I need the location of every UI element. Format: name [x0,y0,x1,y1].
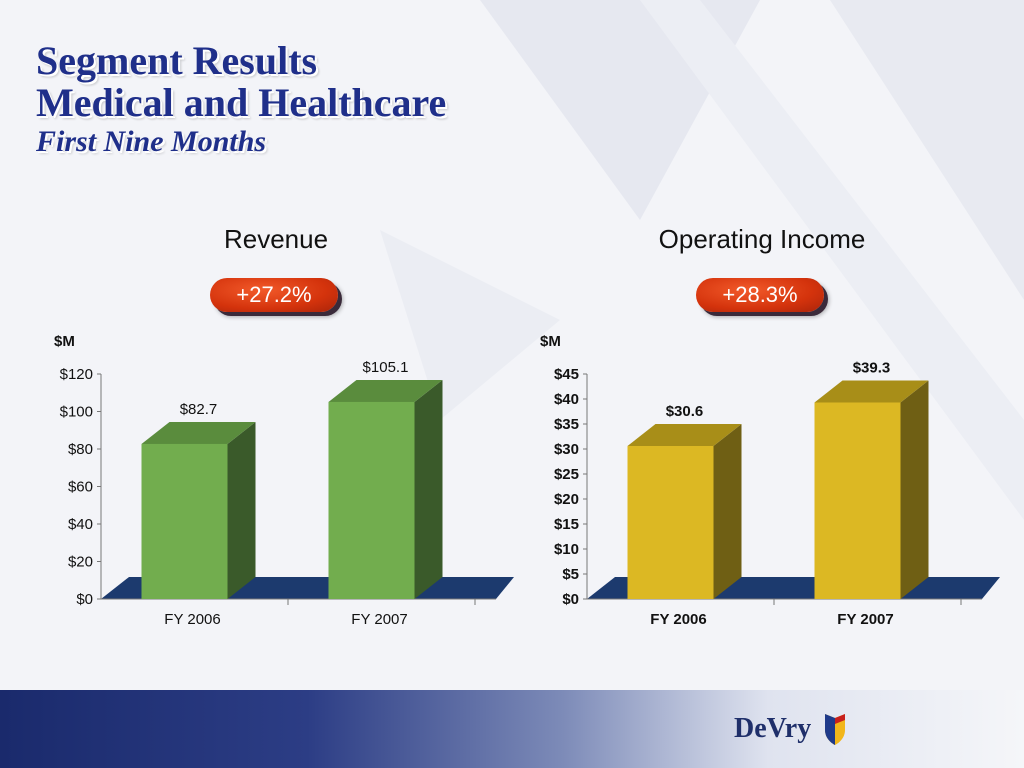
revenue-chart-title: Revenue [223,224,329,254]
bar-front-face [328,401,415,599]
bar-top-face [328,379,443,402]
y-tick-label: $40 [554,391,579,408]
bar-front-face [141,443,228,599]
revenue-chart: $M $0 $20 $40 $60 $80 $100 $120 $82.7 FY 2006 $105… [54,333,514,628]
bar-value-label: $105.1 [363,359,409,376]
bar-side-face [227,421,256,599]
slide-subtitle: First Nine Months [36,125,267,158]
bar-1 [141,421,256,599]
y-tick-label: $60 [68,479,93,496]
bar-1 [627,424,742,599]
y-tick-label: $10 [554,541,579,558]
y-tick-label: $120 [60,366,93,383]
y-tick-label: $25 [554,466,579,483]
shield-icon [825,714,846,745]
x-category-label: FY 2006 [650,611,706,628]
operating-income-chart: $M $0 $5 $10 $15 $20 $25 $30 $35 $40 $45 $30.6 FY 20… [540,333,1000,628]
bar-2 [328,379,443,599]
slide-title-line-2: Medical and Healthcare [36,80,447,125]
y-tick-label: $45 [554,366,579,383]
bar-top-face [627,424,742,446]
bar-top-face [814,380,929,403]
y-tick-label: $100 [60,404,93,421]
bar-front-face [627,446,714,599]
bar-side-face [414,379,443,599]
x-category-label: FY 2007 [837,611,893,628]
slide-title-block: Segment Results Medical and Healthcare F… [36,40,446,160]
y-tick-label: $15 [554,516,579,533]
operating-income-growth-badge: +28.3% [696,278,824,312]
operating-income-panel: Operating Income +28.3% $M $0 $5 $10 $15 $20 $… [532,224,1000,644]
operating-income-chart-title: Operating Income [658,224,866,254]
y-tick-label: $30 [554,441,579,458]
bar-value-label: $82.7 [180,401,218,418]
bar-side-face [713,424,742,599]
bar-side-face [900,380,929,599]
devry-logo: DeVry [734,712,847,746]
y-tick-label: $40 [68,516,93,533]
logo-text: DeVry [734,713,812,744]
revenue-panel: Revenue +27.2% $M $0 $20 $40 $60 $80 $100 $120 $… [46,224,514,644]
bar-value-label: $39.3 [853,360,891,377]
y-axis-unit-label: $M [54,333,75,350]
x-category-label: FY 2006 [164,611,220,628]
y-tick-label: $20 [68,554,93,571]
slide-title-line-1: Segment Results [36,38,318,83]
y-tick-label: $0 [76,591,93,608]
revenue-growth-badge: +27.2% [210,278,338,312]
footer-band [0,690,1024,768]
bar-value-label: $30.6 [666,403,704,420]
bar-front-face [814,402,901,599]
x-category-label: FY 2007 [351,611,407,628]
y-tick-label: $80 [68,441,93,458]
bar-2 [814,380,929,599]
y-tick-label: $35 [554,416,579,433]
y-tick-label: $20 [554,491,579,508]
bar-top-face [141,421,256,444]
y-axis-unit-label: $M [540,333,561,350]
y-tick-label: $5 [562,566,579,583]
y-tick-label: $0 [562,591,579,608]
